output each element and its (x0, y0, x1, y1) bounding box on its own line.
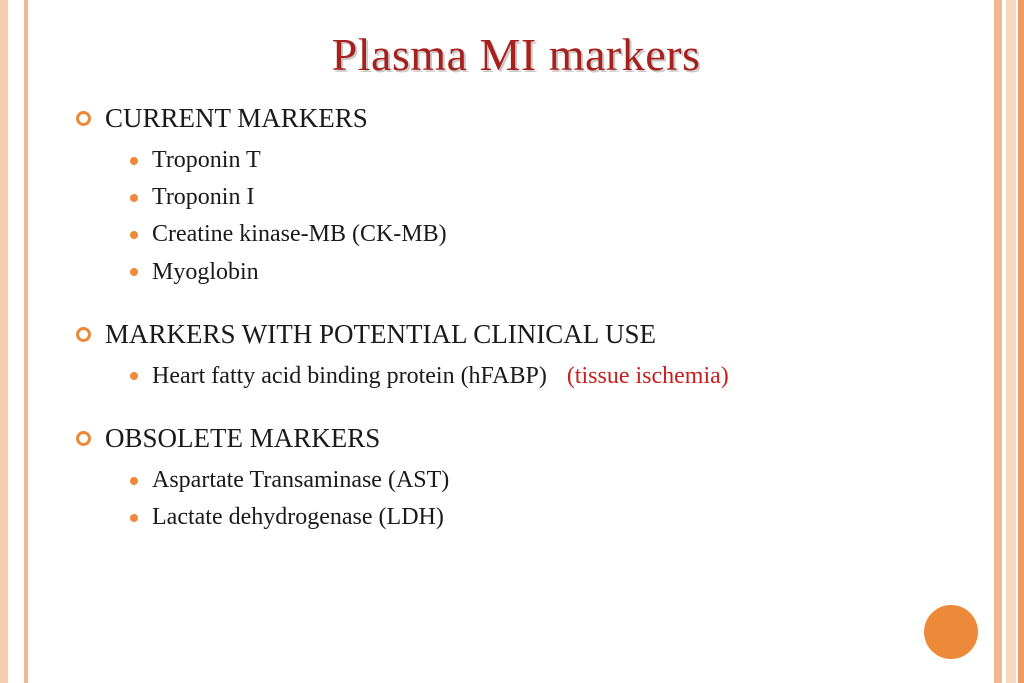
ring-bullet-icon (76, 111, 91, 126)
item-text: Heart fatty acid binding protein (hFABP) (152, 358, 547, 395)
item-note: (tissue ischemia) (567, 358, 729, 395)
item-list: Troponin TTroponin ICreatine kinase-MB (… (76, 142, 956, 291)
dot-bullet-icon (130, 514, 138, 522)
item-list: Heart fatty acid binding protein (hFABP)… (76, 358, 956, 395)
section-title: MARKERS WITH POTENTIAL CLINICAL USE (105, 319, 656, 350)
section-header: CURRENT MARKERS (76, 103, 956, 134)
ring-bullet-icon (76, 431, 91, 446)
item-text: Myoglobin (152, 254, 259, 291)
dot-bullet-icon (130, 372, 138, 380)
ring-bullet-icon (76, 327, 91, 342)
dot-bullet-icon (130, 477, 138, 485)
title-text: Plasma MI markers (332, 29, 701, 80)
list-item: Myoglobin (130, 254, 956, 291)
item-list: Aspartate Transaminase (AST)Lactate dehy… (76, 462, 956, 536)
decor-stripe (1018, 0, 1024, 683)
decor-stripe (0, 0, 8, 683)
section: MARKERS WITH POTENTIAL CLINICAL USE Heart… (76, 319, 956, 395)
slide-content: Plasma MI markers Plasma MI markers CURR… (36, 0, 986, 683)
decor-stripe (994, 0, 1002, 683)
decor-stripe (1006, 0, 1016, 683)
dot-bullet-icon (130, 194, 138, 202)
item-text: Creatine kinase-MB (CK-MB) (152, 216, 447, 253)
item-text: Aspartate Transaminase (AST) (152, 462, 449, 499)
list-item: Lactate dehydrogenase (LDH) (130, 499, 956, 536)
list-item: Heart fatty acid binding protein (hFABP)… (130, 358, 956, 395)
dot-bullet-icon (130, 231, 138, 239)
item-text: Lactate dehydrogenase (LDH) (152, 499, 444, 536)
section: OBSOLETE MARKERS Aspartate Transaminase (… (76, 423, 956, 536)
list-item: Troponin T (130, 142, 956, 179)
slide-title: Plasma MI markers Plasma MI markers (76, 28, 956, 81)
section: CURRENT MARKERS Troponin TTroponin ICreat… (76, 103, 956, 291)
item-text: Troponin I (152, 179, 254, 216)
item-text: Troponin T (152, 142, 261, 179)
list-item: Aspartate Transaminase (AST) (130, 462, 956, 499)
decor-corner-circle-icon (924, 605, 978, 659)
section-title: CURRENT MARKERS (105, 103, 368, 134)
section-header: MARKERS WITH POTENTIAL CLINICAL USE (76, 319, 956, 350)
list-item: Troponin I (130, 179, 956, 216)
section-title: OBSOLETE MARKERS (105, 423, 380, 454)
section-header: OBSOLETE MARKERS (76, 423, 956, 454)
dot-bullet-icon (130, 268, 138, 276)
decor-stripe (24, 0, 28, 683)
dot-bullet-icon (130, 157, 138, 165)
list-item: Creatine kinase-MB (CK-MB) (130, 216, 956, 253)
